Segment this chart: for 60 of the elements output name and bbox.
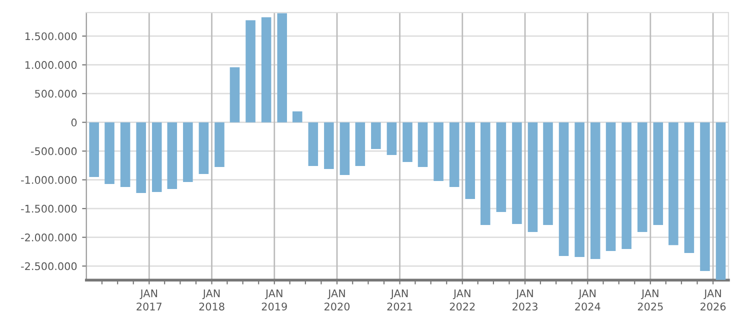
- bar: [558, 122, 569, 256]
- bar: [700, 122, 710, 272]
- bar: [496, 122, 506, 212]
- x-tick-label: JAN 2022: [450, 289, 475, 310]
- y-tick-label: 0: [71, 118, 77, 126]
- bar: [574, 122, 584, 258]
- bar: [230, 67, 240, 122]
- bar: [418, 122, 428, 167]
- bar: [684, 122, 694, 254]
- bar: [89, 122, 99, 177]
- bar: [277, 13, 287, 122]
- bar: [606, 122, 616, 252]
- bar: [449, 122, 460, 187]
- x-tick-label: JAN 2020: [324, 289, 350, 310]
- bar: [653, 122, 664, 226]
- bar: [716, 122, 726, 280]
- bar: [402, 122, 412, 162]
- bar: [355, 122, 366, 166]
- y-tick-label: 1.500.000: [25, 32, 77, 40]
- y-tick-label: -2.000.000: [21, 234, 77, 242]
- bar: [637, 122, 648, 232]
- bar: [183, 122, 193, 182]
- bar: [386, 122, 397, 155]
- bar: [214, 122, 224, 167]
- x-tick-label: JAN 2026: [700, 289, 726, 310]
- bar: [198, 122, 209, 174]
- bar: [167, 122, 178, 190]
- bar: [261, 17, 272, 122]
- bar: [590, 122, 600, 260]
- bar: [292, 111, 302, 122]
- y-tick-label: -2.500.000: [21, 262, 77, 270]
- bar: [308, 122, 318, 166]
- y-tick-label: 500.000: [35, 90, 77, 98]
- bar: [120, 122, 130, 187]
- bar: [668, 122, 678, 246]
- bar: [622, 122, 632, 250]
- y-tick-label: -1.500.000: [21, 204, 77, 213]
- bar: [104, 122, 114, 184]
- x-tick-label: JAN 2021: [387, 289, 412, 310]
- bar: [340, 122, 350, 175]
- bar: [371, 122, 381, 149]
- y-tick-label: -1.000.000: [21, 176, 77, 184]
- bar: [480, 122, 490, 226]
- bar: [324, 122, 334, 170]
- bar: [528, 122, 538, 232]
- x-tick-label: JAN 2025: [638, 289, 663, 310]
- bar: [136, 122, 146, 194]
- bar: [512, 122, 522, 224]
- bar: [465, 122, 476, 200]
- bar: [246, 20, 256, 122]
- x-tick-label: JAN 2018: [199, 289, 224, 310]
- x-tick-label: JAN 2017: [136, 289, 162, 310]
- y-tick-label: 1.000.000: [25, 61, 77, 69]
- x-tick-label: JAN 2024: [575, 289, 600, 310]
- x-tick-label: JAN 2019: [262, 289, 287, 310]
- y-tick-label: -500.000: [31, 147, 77, 156]
- bar: [543, 122, 553, 226]
- bar: [434, 122, 444, 182]
- x-tick-label: JAN 2023: [512, 289, 538, 310]
- bar: [152, 122, 162, 192]
